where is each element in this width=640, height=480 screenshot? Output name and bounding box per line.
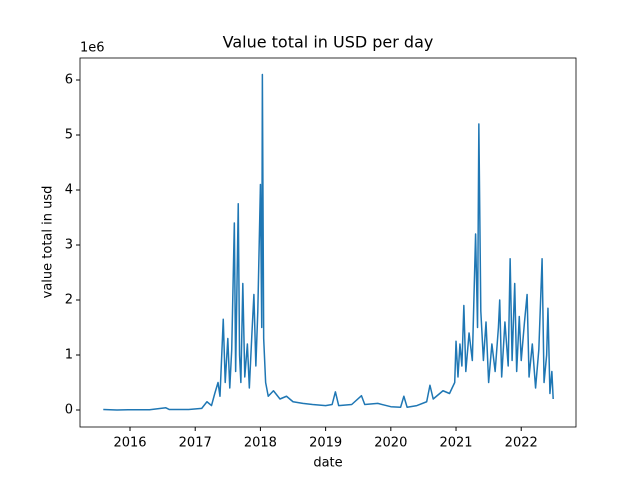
plot-frame: [79, 57, 577, 428]
y-tick-label: 2: [65, 293, 73, 308]
y-tick-label: 5: [65, 128, 73, 143]
y-tick-label: 4: [65, 183, 73, 198]
y-tick-label: 0: [65, 403, 73, 418]
x-tick-label: 2019: [309, 436, 342, 451]
x-axis-label: date: [313, 456, 342, 471]
data-line: [103, 73, 554, 411]
y-offset-label: 1e6: [80, 41, 105, 56]
y-tick-label: 6: [65, 73, 73, 88]
chart-title: Value total in USD per day: [223, 33, 434, 52]
x-tick-label: 2017: [179, 436, 212, 451]
y-tick-label: 3: [65, 238, 73, 253]
x-tick-label: 2020: [374, 436, 407, 451]
y-tick-label: 1: [65, 348, 73, 363]
x-tick-label: 2016: [113, 436, 146, 451]
x-tick-label: 2022: [505, 436, 538, 451]
y-axis-label: value total in usd: [41, 186, 56, 299]
x-tick-label: 2018: [244, 436, 277, 451]
x-tick-label: 2021: [439, 436, 472, 451]
